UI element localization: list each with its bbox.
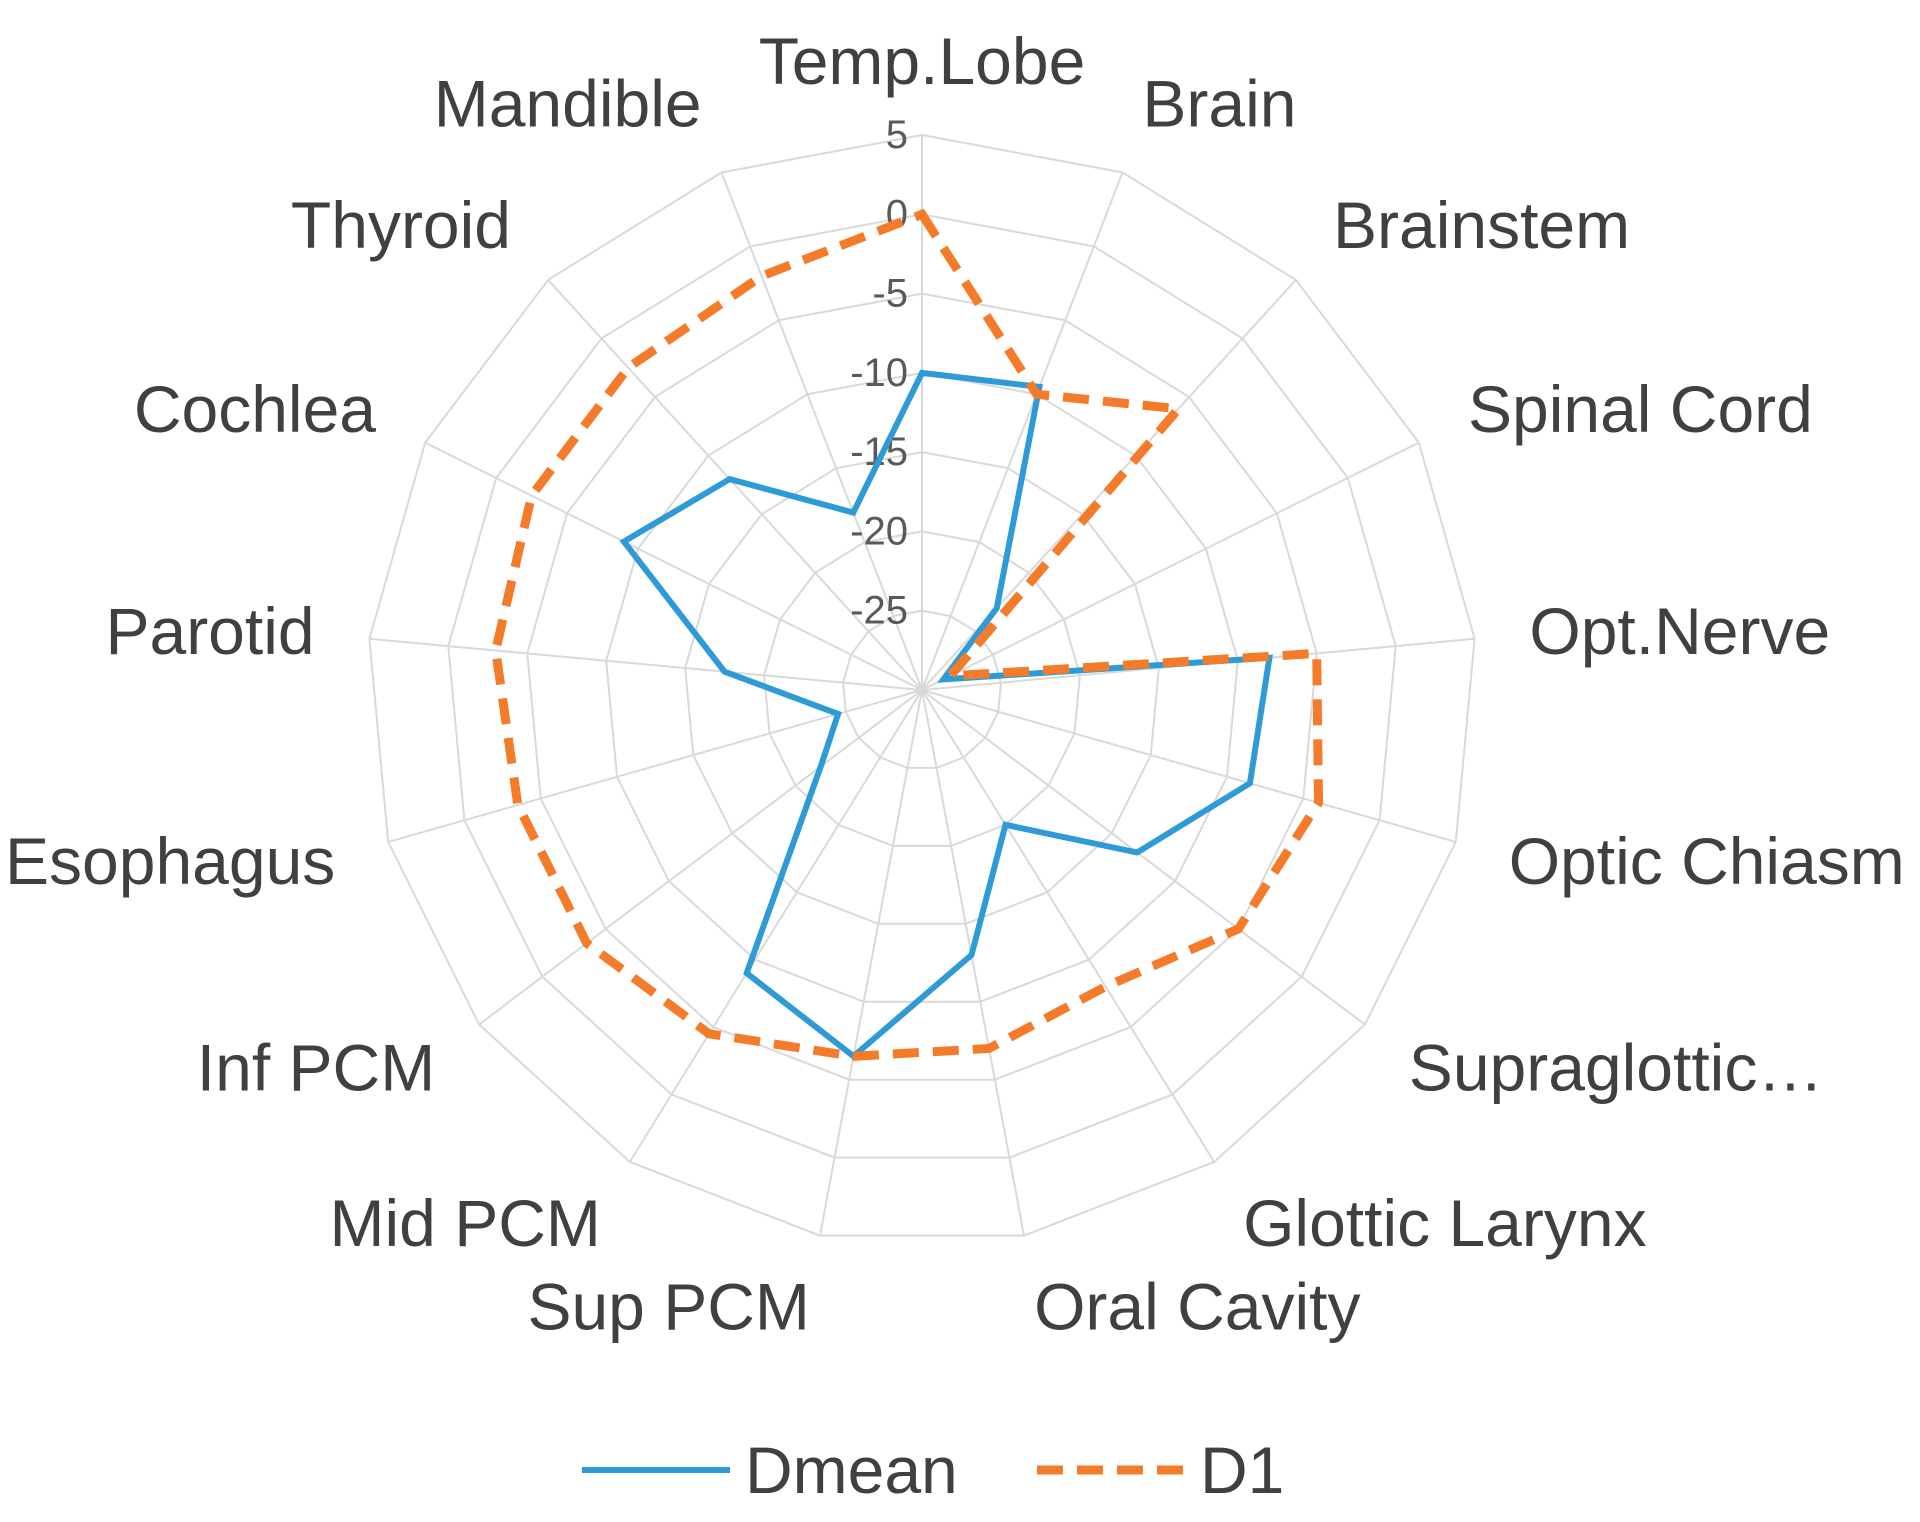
category-label: Oral Cavity (1034, 1269, 1360, 1343)
category-label: Thyroid (291, 188, 511, 262)
category-label: Optic Chiasm (1509, 824, 1905, 898)
category-label: Brainstem (1333, 188, 1630, 262)
grid-ring (842, 609, 1002, 769)
spoke-line (720, 172, 923, 691)
category-label: Esophagus (5, 824, 335, 898)
grid-ring (605, 371, 1239, 1003)
legend-label-d1: D1 (1200, 1433, 1284, 1507)
spoke-line (921, 689, 1216, 1163)
category-label: Mandible (434, 66, 702, 140)
grid-ring (368, 133, 1476, 1237)
category-label: Cochlea (134, 372, 376, 446)
category-label: Temp.Lobe (759, 24, 1086, 98)
grid-ring (684, 451, 1160, 925)
spoke-line (921, 689, 1366, 1026)
tick-label: -15 (850, 430, 908, 474)
category-label: Inf PCM (197, 1031, 435, 1105)
category-label: Brain (1142, 66, 1296, 140)
category-label: Mid PCM (330, 1186, 601, 1260)
tick-label: -25 (850, 589, 908, 633)
spoke-line (387, 689, 923, 843)
category-label: Glottic Larynx (1243, 1186, 1646, 1260)
tick-label: -10 (850, 351, 908, 395)
data-series (491, 208, 1324, 1061)
grid-ring (447, 213, 1397, 1159)
radial-axis-ticks: 50-5-10-15-20-25 (850, 113, 908, 633)
legend: Dmean D1 (582, 1433, 1284, 1507)
category-label: Parotid (105, 594, 314, 668)
spoke-line (478, 689, 923, 1026)
spoke-line (424, 441, 923, 691)
legend-label-dmean: Dmean (745, 1433, 958, 1507)
category-label: Sup PCM (527, 1269, 809, 1343)
radar-grid (368, 133, 1476, 1237)
spoke-line (369, 637, 923, 691)
category-labels: Temp.Lobe Brain Brainstem Spinal Cord Opt.Ne… (5, 24, 1905, 1343)
spoke-line (628, 689, 923, 1163)
grid-ring (526, 292, 1318, 1081)
category-label: Supraglottic… (1409, 1031, 1824, 1105)
spoke-line (921, 689, 1457, 843)
grid-ring (763, 530, 1081, 847)
spoke-line (921, 441, 1420, 691)
tick-label: -20 (850, 509, 908, 553)
category-label: Opt.Nerve (1529, 594, 1830, 668)
category-label: Spinal Cord (1468, 372, 1813, 446)
tick-label: 5 (886, 113, 908, 157)
spoke-line (921, 689, 1025, 1236)
tick-label: -5 (872, 272, 908, 316)
spoke-line (547, 279, 923, 691)
series-line-d1 (491, 208, 1324, 1061)
spoke-line (921, 172, 1124, 691)
spoke-line (819, 689, 923, 1236)
